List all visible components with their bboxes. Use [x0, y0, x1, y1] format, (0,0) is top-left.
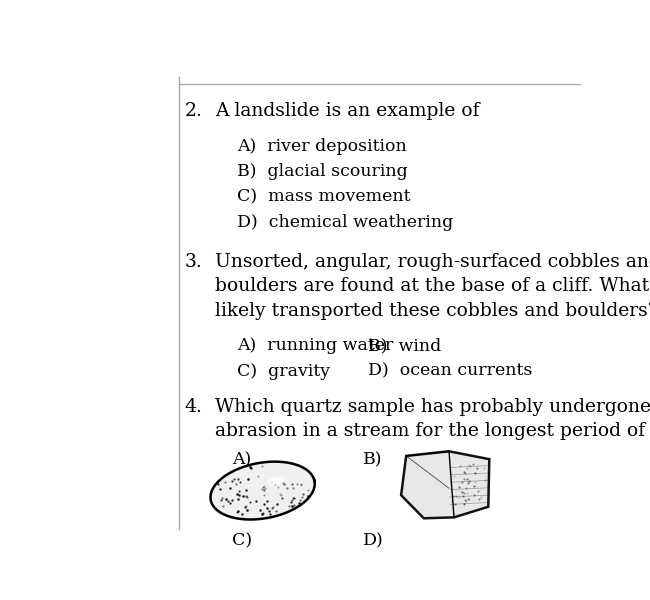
Polygon shape: [214, 537, 299, 600]
Ellipse shape: [266, 476, 285, 485]
Text: C)  gravity: C) gravity: [237, 362, 331, 380]
Polygon shape: [211, 461, 315, 520]
Text: D): D): [363, 532, 384, 549]
Text: A): A): [233, 451, 252, 469]
Text: Unsorted, angular, rough-surfaced cobbles and: Unsorted, angular, rough-surfaced cobble…: [214, 253, 650, 271]
Text: Which quartz sample has probably undergone: Which quartz sample has probably undergo…: [214, 398, 650, 416]
Text: boulders are found at the base of a cliff. What most: boulders are found at the base of a clif…: [214, 277, 650, 295]
Text: A)  running water: A) running water: [237, 337, 394, 354]
Text: C)  mass movement: C) mass movement: [237, 188, 411, 206]
Text: A)  river deposition: A) river deposition: [237, 137, 407, 155]
Text: A landslide is an example of: A landslide is an example of: [214, 102, 479, 120]
Text: C): C): [233, 532, 252, 549]
Text: D)  chemical weathering: D) chemical weathering: [237, 214, 454, 231]
Polygon shape: [378, 543, 514, 600]
Text: 4.: 4.: [185, 398, 202, 416]
Text: B)  glacial scouring: B) glacial scouring: [237, 163, 408, 180]
Polygon shape: [401, 451, 489, 518]
Text: likely transported these cobbles and boulders?: likely transported these cobbles and bou…: [214, 302, 650, 320]
Text: B)  wind: B) wind: [369, 337, 441, 354]
Text: 2.: 2.: [185, 102, 202, 120]
Text: B): B): [363, 451, 383, 469]
Text: 3.: 3.: [185, 253, 202, 271]
Text: D)  ocean currents: D) ocean currents: [369, 362, 533, 380]
Text: abrasion in a stream for the longest period of time?: abrasion in a stream for the longest per…: [214, 422, 650, 440]
